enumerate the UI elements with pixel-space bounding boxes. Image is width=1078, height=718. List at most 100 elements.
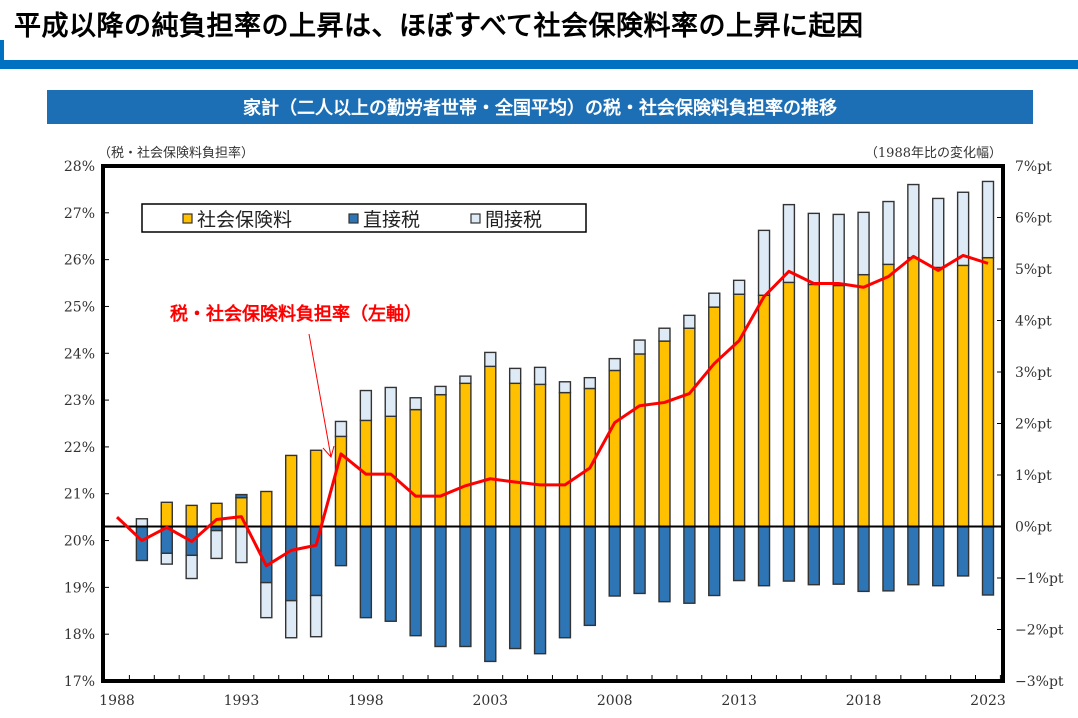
bar-indirect-tax (309, 594, 323, 638)
bar-direct-tax (533, 525, 547, 655)
right-axis-tick-label: −2%pt (1015, 623, 1064, 639)
x-axis-tick-label: 1998 (348, 693, 384, 709)
right-axis-tick-label: 1%pt (1015, 468, 1052, 484)
page-title: 平成以降の純負担率の上昇は、ほぼすべて社会保険料率の上昇に起因 (14, 11, 864, 42)
bar-social-insurance (658, 340, 671, 528)
bar-direct-tax (583, 525, 597, 627)
legend-label-social-insurance: 社会保険料 (197, 209, 292, 231)
left-axis-tick-label: 25% (64, 299, 95, 315)
bar-indirect-tax (558, 381, 572, 394)
bar-indirect-tax (384, 386, 397, 417)
right-axis-tick-label: 3%pt (1015, 365, 1052, 381)
bar-social-insurance (334, 435, 348, 528)
bar-direct-tax (608, 525, 621, 597)
bar-indirect-tax (981, 180, 995, 259)
bar-direct-tax (683, 525, 696, 604)
title-accent-bar (0, 40, 4, 62)
right-axis-title: （1988年比の変化幅） (865, 145, 1002, 161)
x-axis-tick-label: 2013 (721, 693, 757, 709)
bar-direct-tax (309, 525, 323, 597)
bar-indirect-tax (907, 183, 920, 259)
burden-rate-line (115, 253, 989, 568)
bar-direct-tax (459, 525, 472, 648)
bar-indirect-tax (533, 366, 547, 386)
bar-social-insurance (260, 490, 273, 528)
legend-swatch-indirect-tax (470, 213, 481, 224)
bar-indirect-tax (633, 339, 646, 355)
bar-direct-tax (409, 525, 422, 637)
bar-social-insurance (185, 504, 198, 528)
bar-indirect-tax (782, 203, 796, 284)
left-axis-tick-label: 28% (64, 159, 95, 175)
bar-direct-tax (235, 493, 248, 499)
bar-direct-tax (757, 525, 771, 587)
bar-indirect-tax (359, 389, 373, 422)
bar-direct-tax (633, 525, 646, 595)
bar-direct-tax (434, 525, 447, 648)
left-axis-tick-label: 19% (64, 580, 95, 596)
bar-social-insurance (857, 273, 870, 528)
bar-social-insurance (434, 393, 447, 528)
bar-social-insurance (508, 382, 522, 528)
bar-indirect-tax (235, 525, 248, 564)
left-axis-tick-label: 22% (64, 440, 95, 456)
left-axis-tick-label: 18% (64, 627, 95, 643)
right-axis-tick-label: 0%pt (1015, 520, 1052, 536)
bar-indirect-tax (459, 375, 472, 385)
bar-direct-tax (832, 525, 845, 585)
bar-direct-tax (907, 525, 920, 586)
right-axis-tick-label: −1%pt (1015, 571, 1064, 587)
bar-indirect-tax (484, 351, 497, 368)
left-axis-title: （税・社会保険料負担率） (98, 145, 254, 161)
bar-social-insurance (558, 391, 572, 528)
bar-indirect-tax (608, 357, 621, 372)
bar-social-insurance (160, 501, 173, 528)
bar-direct-tax (708, 525, 721, 597)
legend-swatch-direct-tax (348, 213, 359, 224)
bar-direct-tax (857, 525, 870, 593)
bar-direct-tax (732, 525, 746, 582)
bar-indirect-tax (956, 191, 970, 267)
legend-label-indirect-tax: 間接税 (485, 209, 542, 231)
bar-indirect-tax (683, 314, 696, 329)
right-axis-tick-label: 4%pt (1015, 314, 1052, 330)
right-axis-tick-label: 6%pt (1015, 211, 1052, 227)
bar-social-insurance (807, 283, 820, 528)
bar-social-insurance (583, 387, 597, 528)
bar-direct-tax (807, 525, 820, 586)
x-axis-tick-label: 2003 (472, 693, 508, 709)
left-axis-tick-label: 21% (64, 487, 95, 503)
right-axis-tick-label: −3%pt (1015, 674, 1064, 690)
title-divider (0, 60, 1078, 69)
bar-indirect-tax (882, 200, 895, 266)
bar-social-insurance (384, 415, 397, 528)
bar-indirect-tax (732, 279, 746, 295)
left-axis-tick-label: 20% (64, 534, 95, 550)
right-axis-tick-label: 7%pt (1015, 159, 1052, 175)
bar-indirect-tax (160, 552, 173, 565)
bar-indirect-tax (185, 554, 198, 580)
bar-social-insurance (608, 369, 621, 528)
bar-direct-tax (782, 525, 796, 582)
bar-social-insurance (708, 306, 721, 528)
bar-social-insurance (981, 256, 995, 528)
bar-indirect-tax (135, 518, 149, 528)
bar-social-insurance (683, 327, 696, 528)
bar-direct-tax (882, 525, 895, 592)
bar-indirect-tax (334, 420, 348, 438)
bar-social-insurance (782, 281, 796, 528)
bar-direct-tax (956, 525, 970, 577)
bar-direct-tax (558, 525, 572, 639)
right-axis-tick-label: 5%pt (1015, 262, 1052, 278)
bar-social-insurance (832, 284, 845, 528)
bar-direct-tax (484, 525, 497, 663)
left-axis-tick-label: 27% (64, 206, 95, 222)
bar-indirect-tax (708, 292, 721, 308)
chart-banner-title: 家計（二人以上の勤労者世帯・全国平均）の税・社会保険料負担率の推移 (243, 98, 837, 119)
bar-indirect-tax (757, 229, 771, 296)
left-axis-tick-label: 26% (64, 253, 95, 269)
bar-social-insurance (309, 449, 323, 528)
bar-social-insurance (732, 293, 746, 528)
right-axis-tick-label: 2%pt (1015, 417, 1052, 433)
